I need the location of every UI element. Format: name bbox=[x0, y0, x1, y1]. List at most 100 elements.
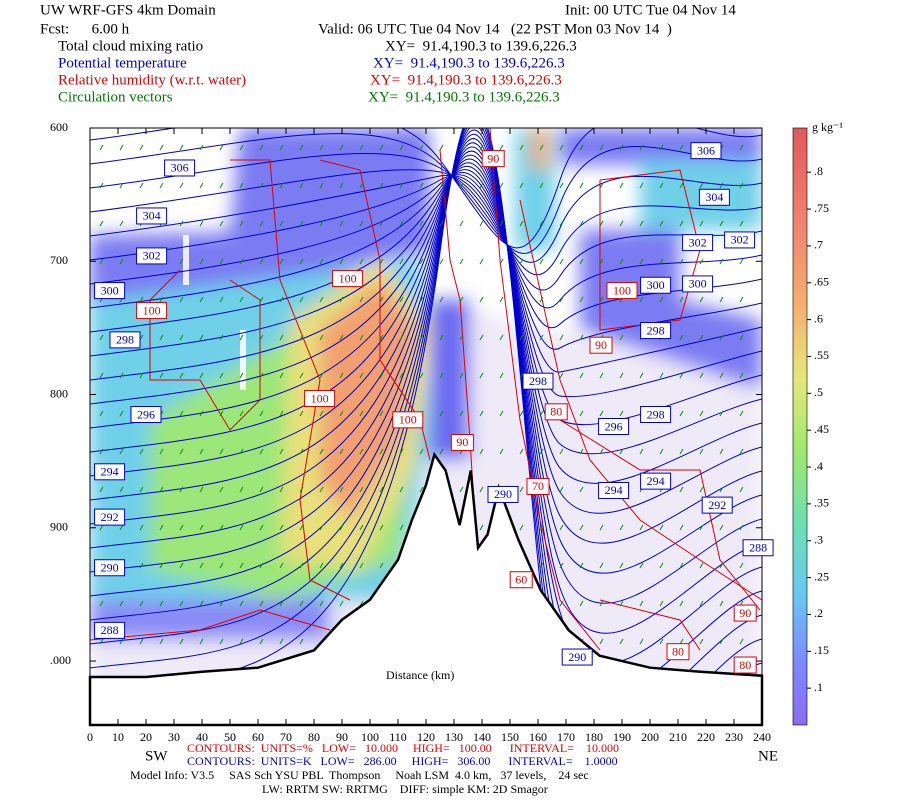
contour-label: 100 bbox=[311, 391, 329, 405]
wind-vector bbox=[339, 334, 344, 341]
wind-vector bbox=[159, 334, 164, 341]
wind-vector bbox=[179, 600, 184, 607]
wind-vector bbox=[159, 144, 164, 151]
wind-vector bbox=[579, 220, 584, 227]
contour-label: 100 bbox=[339, 271, 357, 285]
wind-vector bbox=[199, 486, 204, 493]
theta-contour bbox=[90, 142, 762, 574]
wind-vector bbox=[259, 486, 264, 493]
wind-vector bbox=[699, 410, 704, 417]
x-tick-label: 130 bbox=[445, 730, 463, 744]
contour-label: 90 bbox=[487, 151, 499, 165]
wind-vector bbox=[619, 144, 624, 151]
contour-label-box bbox=[724, 231, 756, 249]
wind-vector bbox=[619, 448, 624, 455]
wind-vector bbox=[559, 372, 564, 379]
theta-contour bbox=[90, 138, 762, 604]
y-tick-label: 700 bbox=[50, 253, 68, 267]
wind-vector bbox=[739, 562, 744, 569]
wind-vector bbox=[439, 448, 444, 455]
wind-vector bbox=[479, 524, 484, 531]
contour-label: 100 bbox=[143, 303, 161, 317]
wind-vector bbox=[419, 372, 424, 379]
wind-vector bbox=[499, 372, 504, 379]
contour-label-box bbox=[136, 247, 168, 265]
wind-vector bbox=[559, 258, 564, 265]
wind-vector bbox=[619, 372, 624, 379]
wind-vector bbox=[139, 182, 144, 189]
contour-label: 290 bbox=[568, 650, 586, 664]
field-extent: XY= 91.4,190.3 to 139.6,226.3 bbox=[370, 72, 562, 88]
wind-vector bbox=[339, 410, 344, 417]
wind-vector bbox=[299, 144, 304, 151]
wind-vector bbox=[279, 448, 284, 455]
wind-vector bbox=[719, 220, 724, 227]
wind-vector bbox=[159, 182, 164, 189]
contour-label-box bbox=[136, 207, 168, 225]
x-tick-label: 220 bbox=[697, 730, 715, 744]
contour-label: 298 bbox=[529, 374, 547, 388]
y-tick-label: 900 bbox=[50, 520, 68, 534]
wind-vector bbox=[519, 296, 524, 303]
wind-vector bbox=[159, 638, 164, 645]
wind-vector bbox=[439, 144, 444, 151]
wind-vector bbox=[419, 296, 424, 303]
wind-vector bbox=[119, 258, 124, 265]
wind-vector bbox=[619, 220, 624, 227]
x-tick-label: 80 bbox=[308, 730, 320, 744]
wind-vector bbox=[559, 296, 564, 303]
contour-label: 306 bbox=[697, 143, 715, 157]
wind-vector bbox=[519, 410, 524, 417]
wind-vector bbox=[719, 258, 724, 265]
wind-vector bbox=[359, 220, 364, 227]
wind-vector bbox=[599, 372, 604, 379]
wind-vector bbox=[179, 562, 184, 569]
wind-vector bbox=[739, 296, 744, 303]
colorbar-unit: g kg⁻¹ bbox=[812, 120, 843, 134]
wind-vector bbox=[319, 600, 324, 607]
wind-vector bbox=[219, 410, 224, 417]
wind-vector bbox=[179, 410, 184, 417]
wind-vector bbox=[519, 486, 524, 493]
wind-vector bbox=[259, 600, 264, 607]
wind-vector bbox=[639, 372, 644, 379]
wind-vector bbox=[539, 524, 544, 531]
wind-vector bbox=[519, 334, 524, 341]
wind-vector bbox=[359, 410, 364, 417]
wind-vector bbox=[539, 410, 544, 417]
wind-vector bbox=[319, 372, 324, 379]
wind-vector bbox=[339, 372, 344, 379]
wind-vector bbox=[379, 296, 384, 303]
wind-vector bbox=[199, 410, 204, 417]
wind-vector bbox=[699, 600, 704, 607]
wind-vector bbox=[499, 258, 504, 265]
wind-vector bbox=[599, 144, 604, 151]
forecast-hour: Fcst: 6.00 h bbox=[40, 21, 130, 37]
wind-vector bbox=[139, 372, 144, 379]
wind-vector bbox=[319, 296, 324, 303]
wind-vector bbox=[319, 524, 324, 531]
wind-vector bbox=[539, 258, 544, 265]
wind-vector bbox=[119, 144, 124, 151]
wind-vector bbox=[459, 220, 464, 227]
wind-vector bbox=[579, 258, 584, 265]
contour-label-box bbox=[509, 571, 533, 589]
wind-vector bbox=[539, 220, 544, 227]
contour-label-box bbox=[136, 302, 168, 320]
contour-label: 302 bbox=[143, 249, 161, 263]
contour-label-box bbox=[682, 234, 714, 252]
wind-vector bbox=[459, 372, 464, 379]
contour-label-box bbox=[733, 656, 757, 674]
y-tick-label: 600 bbox=[50, 120, 68, 134]
wind-vector bbox=[739, 372, 744, 379]
wind-vector bbox=[339, 562, 344, 569]
wind-vector bbox=[299, 296, 304, 303]
contour-label-box bbox=[606, 282, 638, 300]
wind-vector bbox=[479, 220, 484, 227]
wind-vector bbox=[219, 144, 224, 151]
wind-vector bbox=[359, 524, 364, 531]
wind-vector bbox=[579, 600, 584, 607]
wind-vector bbox=[459, 296, 464, 303]
wind-vector bbox=[259, 448, 264, 455]
wind-vector bbox=[199, 220, 204, 227]
